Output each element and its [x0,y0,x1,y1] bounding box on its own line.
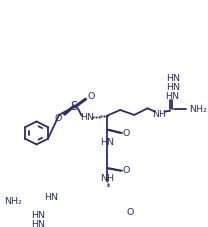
Text: O: O [127,208,134,217]
Text: HN: HN [31,220,45,227]
Text: HN: HN [80,113,94,122]
Text: O: O [87,92,95,101]
Text: NH: NH [100,174,114,183]
Text: O: O [122,129,130,138]
Text: HN: HN [165,92,179,101]
Text: NH₂: NH₂ [4,197,21,206]
Text: S: S [71,100,78,113]
Text: NH: NH [152,110,166,119]
Text: NH₂: NH₂ [189,106,207,114]
Text: HN: HN [45,193,59,202]
Text: HN: HN [100,138,114,147]
Text: HN: HN [166,74,180,83]
Text: HN: HN [166,83,180,92]
Text: O: O [54,114,62,123]
Text: O: O [122,166,130,175]
Text: HN: HN [31,211,45,220]
